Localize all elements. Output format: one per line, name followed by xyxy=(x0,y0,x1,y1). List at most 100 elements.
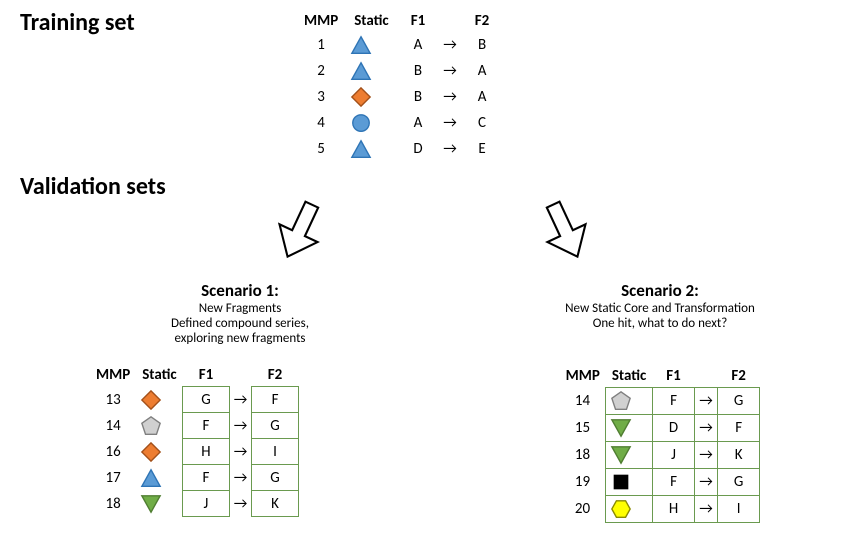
flow-arrow-right xyxy=(530,195,600,265)
scenario2-row: 14 F → G xyxy=(560,388,760,415)
mmp-cell: 15 xyxy=(560,415,606,442)
scenario1-row: 17 F → G xyxy=(90,465,298,491)
arrow-cell: → xyxy=(229,491,252,517)
col-mmp: MMP xyxy=(90,364,136,387)
f1-cell: B xyxy=(397,58,440,84)
mmp-cell: 5 xyxy=(296,136,346,162)
hollow-arrow-icon xyxy=(265,195,335,265)
triangle-blue-icon xyxy=(346,32,396,58)
f1-cell: D xyxy=(397,136,440,162)
mmp-cell: 20 xyxy=(560,496,606,523)
scenario1-row: 16 H → I xyxy=(90,439,298,465)
square-black-icon xyxy=(606,469,652,496)
mmp-cell: 2 xyxy=(296,58,346,84)
f2-cell: A xyxy=(461,58,504,84)
scenario1-table: MMP Static F1 F2 13 G → F 14 F → G 16 H … xyxy=(90,364,299,517)
col-f1: F1 xyxy=(397,10,440,32)
scenario2-row: 20 H → I xyxy=(560,496,760,523)
arrow-cell: → xyxy=(695,442,718,469)
mmp-cell: 4 xyxy=(296,110,346,136)
training-row: 1 A → B xyxy=(296,32,503,58)
col-f2: F2 xyxy=(461,10,504,32)
pentagon-grey-icon xyxy=(606,388,652,415)
scenario-1: Scenario 1: New Fragments Defined compou… xyxy=(90,280,390,517)
mmp-cell: 17 xyxy=(90,465,136,491)
circle-blue-icon xyxy=(346,110,396,136)
f2-cell: F xyxy=(252,387,299,413)
scenario1-sub2: Defined compound series, xyxy=(90,316,390,331)
training-row: 3 B → A xyxy=(296,84,503,110)
scenario1-header-row: MMP Static F1 F2 xyxy=(90,364,298,387)
arrow-cell: → xyxy=(439,84,461,110)
pentagon-grey-icon xyxy=(136,413,182,439)
f1-cell: F xyxy=(183,465,230,491)
scenario1-row: 18 J → K xyxy=(90,491,298,517)
scenario2-sub1: New Static Core and Transformation xyxy=(490,301,830,316)
col-f1: F1 xyxy=(183,364,230,387)
scenario2-header-row: MMP Static F1 F2 xyxy=(560,365,760,388)
col-static: Static xyxy=(346,10,396,32)
arrow-cell: → xyxy=(695,469,718,496)
f2-cell: G xyxy=(252,413,299,439)
f2-cell: F xyxy=(717,415,760,442)
f2-cell: C xyxy=(461,110,504,136)
mmp-cell: 14 xyxy=(90,413,136,439)
f1-cell: A xyxy=(397,110,440,136)
scenario2-row: 19 F → G xyxy=(560,469,760,496)
mmp-cell: 14 xyxy=(560,388,606,415)
validation-heading: Validation sets xyxy=(20,172,166,201)
f1-cell: J xyxy=(652,442,695,469)
training-row: 4 A → C xyxy=(296,110,503,136)
hexagon-yellow-icon xyxy=(606,496,652,523)
f1-cell: A xyxy=(397,32,440,58)
scenario1-sub1: New Fragments xyxy=(90,301,390,316)
mmp-cell: 1 xyxy=(296,32,346,58)
f1-cell: H xyxy=(652,496,695,523)
diamond-orange-icon xyxy=(136,439,182,465)
arrow-cell: → xyxy=(229,387,252,413)
arrow-cell: → xyxy=(229,413,252,439)
f1-cell: F xyxy=(652,388,695,415)
arrow-cell: → xyxy=(695,388,718,415)
f2-cell: I xyxy=(717,496,760,523)
triangle-blue-icon xyxy=(136,465,182,491)
f2-cell: B xyxy=(461,32,504,58)
arrow-cell: → xyxy=(695,496,718,523)
triangle-green-icon xyxy=(136,491,182,517)
mmp-cell: 18 xyxy=(560,442,606,469)
scenario2-row: 18 J → K xyxy=(560,442,760,469)
col-mmp: MMP xyxy=(296,10,346,32)
arrow-cell: → xyxy=(695,415,718,442)
diamond-orange-icon xyxy=(136,387,182,413)
scenario-2: Scenario 2: New Static Core and Transfor… xyxy=(490,280,830,523)
f1-cell: F xyxy=(183,413,230,439)
arrow-cell: → xyxy=(439,136,461,162)
mmp-cell: 19 xyxy=(560,469,606,496)
f1-cell: G xyxy=(183,387,230,413)
arrow-cell: → xyxy=(229,465,252,491)
mmp-cell: 16 xyxy=(90,439,136,465)
training-row: 5 D → E xyxy=(296,136,503,162)
scenario1-row: 13 G → F xyxy=(90,387,298,413)
triangle-blue-icon xyxy=(346,58,396,84)
mmp-cell: 13 xyxy=(90,387,136,413)
training-heading: Training set xyxy=(20,8,135,37)
col-f2: F2 xyxy=(717,365,760,388)
training-table-wrap: MMP Static F1 F2 1 A → B 2 B → A 3 B → A xyxy=(296,10,503,162)
hollow-arrow-icon xyxy=(530,195,600,265)
f2-cell: A xyxy=(461,84,504,110)
f2-cell: K xyxy=(717,442,760,469)
f1-cell: D xyxy=(652,415,695,442)
flow-arrow-left xyxy=(265,195,335,265)
scenario2-table: MMP Static F1 F2 14 F → G 15 D → F 18 J … xyxy=(560,365,761,523)
scenario1-title: Scenario 1: xyxy=(90,280,390,301)
triangle-blue-icon xyxy=(346,136,396,162)
training-table: MMP Static F1 F2 1 A → B 2 B → A 3 B → A xyxy=(296,10,503,162)
scenario2-title: Scenario 2: xyxy=(490,280,830,301)
f2-cell: K xyxy=(252,491,299,517)
scenario1-row: 14 F → G xyxy=(90,413,298,439)
f2-cell: G xyxy=(717,469,760,496)
f2-cell: E xyxy=(461,136,504,162)
arrow-cell: → xyxy=(229,439,252,465)
col-static: Static xyxy=(606,365,652,388)
